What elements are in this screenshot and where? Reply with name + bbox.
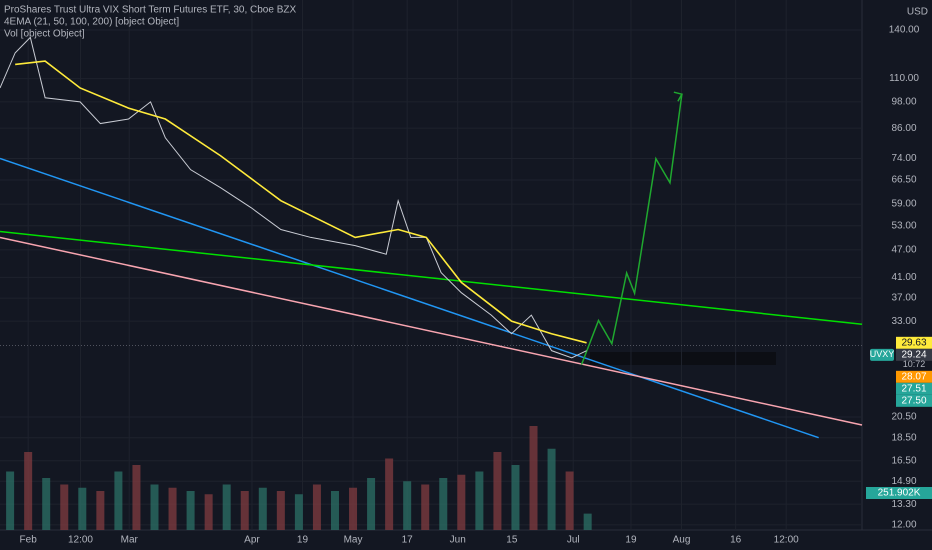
- volume-bar: [403, 481, 412, 530]
- volume-bar: [96, 491, 105, 530]
- x-tick-label: Jul: [567, 535, 580, 546]
- volume-bar: [294, 494, 303, 530]
- symbol-tag-label: UVXY: [870, 349, 895, 359]
- volume-bar: [114, 471, 123, 530]
- price-badge: [896, 370, 932, 383]
- indicator-label: Vol [object Object]: [4, 29, 85, 40]
- volume-bar: [24, 452, 33, 530]
- symbol-tag: [870, 348, 894, 361]
- volume-bar: [168, 487, 177, 530]
- x-tick-label: 19: [297, 535, 309, 546]
- y-tick-label: 33.00: [891, 316, 916, 327]
- x-tick-label: May: [344, 535, 363, 546]
- volume-bar: [529, 426, 538, 530]
- volume-bar: [312, 484, 321, 530]
- volume-bar: [583, 513, 592, 530]
- volume-bar: [6, 471, 15, 530]
- trendline: [580, 94, 683, 365]
- y-tick-label: 140.00: [889, 25, 920, 36]
- x-tick-label: 17: [402, 535, 414, 546]
- x-tick-label: 12:00: [774, 535, 799, 546]
- volume-bar: [240, 491, 249, 530]
- x-tick-label: Apr: [244, 535, 260, 546]
- volume-badge: [866, 487, 932, 499]
- x-tick-label: 15: [506, 535, 518, 546]
- y-tick-label: 59.00: [891, 199, 916, 210]
- y-tick-label: 41.00: [891, 272, 916, 283]
- volume-bar: [186, 491, 195, 530]
- y-tick-label: 20.50: [891, 412, 916, 423]
- x-tick-label: 19: [625, 535, 637, 546]
- volume-badge-label: 251.902K: [878, 488, 921, 499]
- y-tick-label: 66.50: [891, 175, 916, 186]
- y-tick-label: 53.00: [891, 220, 916, 231]
- volume-bar: [565, 471, 574, 530]
- x-tick-label: Feb: [20, 535, 38, 546]
- price-badge-label: 28.07: [901, 371, 926, 382]
- y-tick-label: 14.90: [891, 476, 916, 487]
- y-tick-label: 13.30: [891, 499, 916, 510]
- volume-bar: [547, 448, 556, 530]
- volume-bar: [475, 471, 484, 530]
- price-badge-label: 29.63: [901, 337, 926, 348]
- y-tick-label: 16.50: [891, 455, 916, 466]
- y-tick-label: 74.00: [891, 153, 916, 164]
- volume-bar: [349, 487, 358, 530]
- volume-bar: [421, 484, 430, 530]
- x-tick-label: 12:00: [68, 535, 93, 546]
- trendline: [0, 236, 863, 426]
- volume-bar: [493, 452, 502, 530]
- y-tick-label: 37.00: [891, 293, 916, 304]
- volume-bar: [60, 484, 69, 530]
- volume-bar: [439, 478, 448, 530]
- shade-band: [590, 352, 776, 365]
- price-badge: [896, 394, 932, 407]
- x-tick-label: Aug: [673, 535, 691, 546]
- indicator-label: 4EMA (21, 50, 100, 200) [object Object]: [4, 17, 179, 28]
- price-badge-label: 27.50: [901, 395, 926, 406]
- y-tick-label: 98.00: [891, 97, 916, 108]
- price-line: [15, 60, 587, 344]
- trendline: [0, 230, 863, 325]
- price-badge-label: 29.24: [901, 349, 926, 360]
- price-badge: [896, 382, 932, 395]
- y-tick-label: 18.50: [891, 432, 916, 443]
- x-tick-label: Jun: [450, 535, 466, 546]
- arrow-head: [673, 91, 684, 102]
- price-badge-label: 27.51: [901, 383, 926, 394]
- volume-bar: [276, 491, 285, 530]
- volume-bar: [150, 484, 159, 530]
- volume-bar: [132, 465, 141, 530]
- volume-bar: [42, 478, 51, 530]
- volume-bar: [204, 494, 213, 530]
- price-badge: [896, 348, 932, 361]
- y-tick-label: 86.00: [891, 123, 916, 134]
- price-line: [0, 36, 587, 359]
- trendline: [0, 157, 819, 439]
- y-tick-label: 47.00: [891, 245, 916, 256]
- volume-bar: [222, 484, 231, 530]
- x-tick-label: 16: [730, 535, 742, 546]
- y-tick-label: 110.00: [889, 73, 919, 84]
- volume-bar: [78, 487, 87, 530]
- volume-bar: [511, 465, 520, 530]
- volume-bar: [457, 474, 466, 530]
- volume-bar: [367, 478, 376, 530]
- countdown: 10:72: [903, 359, 926, 369]
- price-badge: [896, 336, 932, 349]
- currency-label: USD: [907, 7, 928, 18]
- x-tick-label: Mar: [121, 535, 139, 546]
- chart-title: ProShares Trust Ultra VIX Short Term Fut…: [4, 5, 296, 16]
- volume-bar: [385, 458, 394, 530]
- y-tick-label: 12.00: [891, 520, 916, 531]
- volume-bar: [330, 491, 339, 530]
- volume-bar: [258, 487, 267, 530]
